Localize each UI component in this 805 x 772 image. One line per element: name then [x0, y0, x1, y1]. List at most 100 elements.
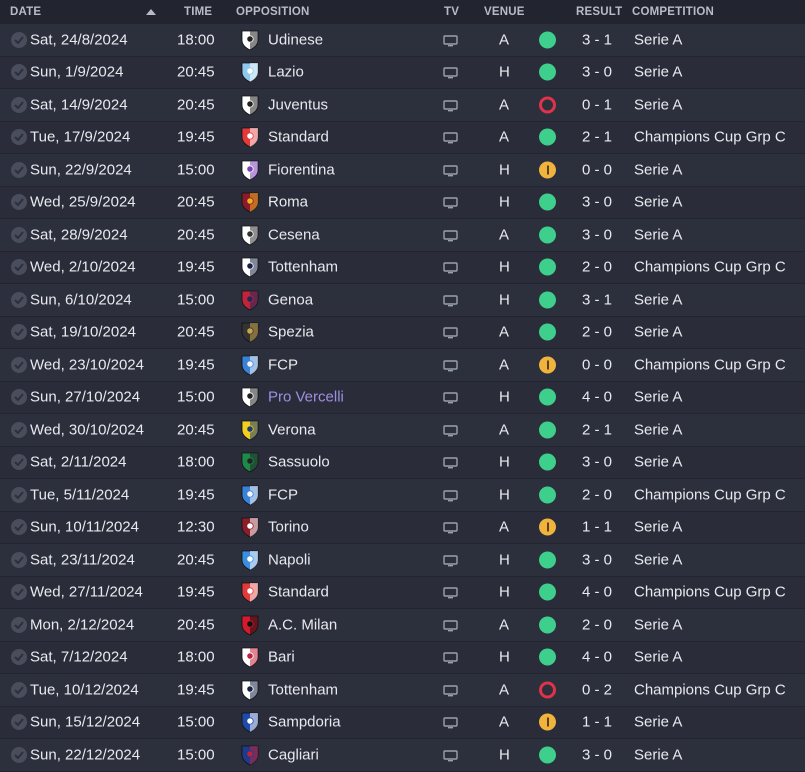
opponent-name-link[interactable]: Bari	[268, 648, 295, 666]
fixture-result[interactable]: 1 - 1	[582, 518, 613, 536]
club-crest-icon[interactable]	[240, 744, 260, 766]
fixture-competition[interactable]: Champions Cup Grp C	[634, 258, 786, 276]
opponent-name-link[interactable]: Juventus	[268, 96, 329, 114]
fixture-result[interactable]: 1 - 1	[582, 713, 613, 731]
table-row[interactable]: Tue, 5/11/2024 19:45 FCP H 2 - 0 Champions Cu…	[0, 479, 805, 512]
club-crest-icon[interactable]	[240, 711, 260, 733]
club-crest-icon[interactable]	[240, 126, 260, 148]
club-crest-icon[interactable]	[240, 191, 260, 213]
table-row[interactable]: Sat, 23/11/2024 20:45 Napoli H 3 - 0 Serie A	[0, 544, 805, 577]
opponent-name-link[interactable]: Sampdoria	[268, 713, 341, 731]
opponent-name-link[interactable]: Spezia	[268, 323, 314, 341]
fixture-competition[interactable]: Champions Cup Grp C	[634, 356, 786, 374]
fixture-competition[interactable]: Serie A	[634, 616, 683, 634]
table-row[interactable]: Sun, 6/10/2024 15:00 Genoa H 3 - 1 Serie A	[0, 284, 805, 317]
table-row[interactable]: Wed, 23/10/2024 19:45 FCP A 0 - 0 Champions C…	[0, 349, 805, 382]
fixture-result[interactable]: 3 - 1	[582, 31, 613, 49]
opponent-name-link[interactable]: Standard	[268, 583, 329, 601]
table-row[interactable]: Sun, 22/9/2024 15:00 Fiorentina H 0 - 0 Serie…	[0, 154, 805, 187]
fixture-result[interactable]: 2 - 1	[582, 128, 613, 146]
fixture-result[interactable]: 3 - 0	[582, 551, 613, 569]
table-row[interactable]: Wed, 30/10/2024 20:45 Verona A 2 - 1 Serie A	[0, 414, 805, 447]
fixture-result[interactable]: 4 - 0	[582, 583, 613, 601]
club-crest-icon[interactable]	[240, 94, 260, 116]
club-crest-icon[interactable]	[240, 29, 260, 51]
club-crest-icon[interactable]	[240, 516, 260, 538]
fixture-result[interactable]: 2 - 0	[582, 258, 613, 276]
club-crest-icon[interactable]	[240, 646, 260, 668]
fixture-result[interactable]: 2 - 0	[582, 486, 613, 504]
fixture-competition[interactable]: Serie A	[634, 453, 683, 471]
fixture-competition[interactable]: Serie A	[634, 648, 683, 666]
club-crest-icon[interactable]	[240, 289, 260, 311]
column-header-time[interactable]: TIME	[184, 6, 213, 18]
opponent-name-link[interactable]: Sassuolo	[268, 453, 330, 471]
club-crest-icon[interactable]	[240, 61, 260, 83]
opponent-name-link[interactable]: Tottenham	[268, 681, 339, 699]
opponent-name-link[interactable]: Napoli	[268, 551, 311, 569]
club-crest-icon[interactable]	[240, 614, 260, 636]
fixture-result[interactable]: 0 - 0	[582, 161, 613, 179]
table-row[interactable]: Wed, 2/10/2024 19:45 Tottenham H 2 - 0 Champi…	[0, 251, 805, 284]
fixture-competition[interactable]: Serie A	[634, 161, 683, 179]
club-crest-icon[interactable]	[240, 159, 260, 181]
fixture-competition[interactable]: Champions Cup Grp C	[634, 583, 786, 601]
fixture-result[interactable]: 0 - 2	[582, 681, 613, 699]
table-row[interactable]: Sat, 14/9/2024 20:45 Juventus A 0 - 1 Serie A	[0, 89, 805, 122]
fixture-competition[interactable]: Serie A	[634, 713, 683, 731]
fixture-result[interactable]: 4 - 0	[582, 388, 613, 406]
table-row[interactable]: Sat, 7/12/2024 18:00 Bari H 4 - 0 Serie A	[0, 641, 805, 674]
table-row[interactable]: Sun, 27/10/2024 15:00 Pro Vercelli H 4 - 0 Se…	[0, 381, 805, 414]
fixture-competition[interactable]: Serie A	[634, 518, 683, 536]
fixture-competition[interactable]: Serie A	[634, 96, 683, 114]
table-row[interactable]: Sun, 1/9/2024 20:45 Lazio H 3 - 0 Serie A	[0, 56, 805, 89]
opponent-name-link[interactable]: Verona	[268, 421, 316, 439]
table-row[interactable]: Tue, 17/9/2024 19:45 Standard A 2 - 1 Champio…	[0, 121, 805, 154]
opponent-name-link[interactable]: FCP	[268, 356, 298, 374]
opponent-name-link[interactable]: Fiorentina	[268, 161, 335, 179]
opponent-name-link[interactable]: FCP	[268, 486, 298, 504]
fixture-result[interactable]: 3 - 0	[582, 226, 613, 244]
fixture-result[interactable]: 2 - 0	[582, 323, 613, 341]
fixture-result[interactable]: 0 - 0	[582, 356, 613, 374]
table-row[interactable]: Sat, 28/9/2024 20:45 Cesena A 3 - 0 Serie A	[0, 219, 805, 252]
fixture-result[interactable]: 3 - 0	[582, 63, 613, 81]
opponent-name-link[interactable]: A.C. Milan	[268, 616, 338, 634]
table-row[interactable]: Sun, 22/12/2024 15:00 Cagliari H 3 - 0 Serie …	[0, 739, 805, 772]
table-row[interactable]: Sat, 2/11/2024 18:00 Sassuolo H 3 - 0 Serie A	[0, 446, 805, 479]
fixture-competition[interactable]: Serie A	[634, 746, 683, 764]
column-header-opposition[interactable]: OPPOSITION	[236, 6, 310, 18]
fixture-result[interactable]: 3 - 0	[582, 453, 613, 471]
opponent-name-link[interactable]: Lazio	[268, 63, 304, 81]
opponent-name-link[interactable]: Standard	[268, 128, 329, 146]
club-crest-icon[interactable]	[240, 321, 260, 343]
fixture-result[interactable]: 3 - 0	[582, 746, 613, 764]
opponent-name-link[interactable]: Cagliari	[268, 746, 319, 764]
column-header-tv[interactable]: TV	[444, 6, 460, 18]
fixture-result[interactable]: 4 - 0	[582, 648, 613, 666]
club-crest-icon[interactable]	[240, 419, 260, 441]
club-crest-icon[interactable]	[240, 386, 260, 408]
column-header-competition[interactable]: COMPETITION	[632, 6, 715, 18]
club-crest-icon[interactable]	[240, 679, 260, 701]
fixture-result[interactable]: 2 - 0	[582, 616, 613, 634]
fixture-result[interactable]: 3 - 1	[582, 291, 613, 309]
opponent-name-link[interactable]: Cesena	[268, 226, 320, 244]
fixture-competition[interactable]: Serie A	[634, 421, 683, 439]
fixture-result[interactable]: 3 - 0	[582, 193, 613, 211]
fixture-result[interactable]: 2 - 1	[582, 421, 613, 439]
fixture-competition[interactable]: Serie A	[634, 323, 683, 341]
club-crest-icon[interactable]	[240, 224, 260, 246]
club-crest-icon[interactable]	[240, 256, 260, 278]
fixture-competition[interactable]: Serie A	[634, 63, 683, 81]
opponent-name-link[interactable]: Tottenham	[268, 258, 339, 276]
table-row[interactable]: Mon, 2/12/2024 20:45 A.C. Milan A 2 - 0 Serie…	[0, 609, 805, 642]
opponent-name-link[interactable]: Genoa	[268, 291, 314, 309]
fixture-competition[interactable]: Serie A	[634, 291, 683, 309]
fixture-competition[interactable]: Serie A	[634, 226, 683, 244]
fixture-competition[interactable]: Serie A	[634, 388, 683, 406]
opponent-name-link[interactable]: Udinese	[268, 31, 324, 49]
column-header-result[interactable]: RESULT	[576, 6, 623, 18]
fixture-competition[interactable]: Champions Cup Grp C	[634, 128, 786, 146]
club-crest-icon[interactable]	[240, 451, 260, 473]
